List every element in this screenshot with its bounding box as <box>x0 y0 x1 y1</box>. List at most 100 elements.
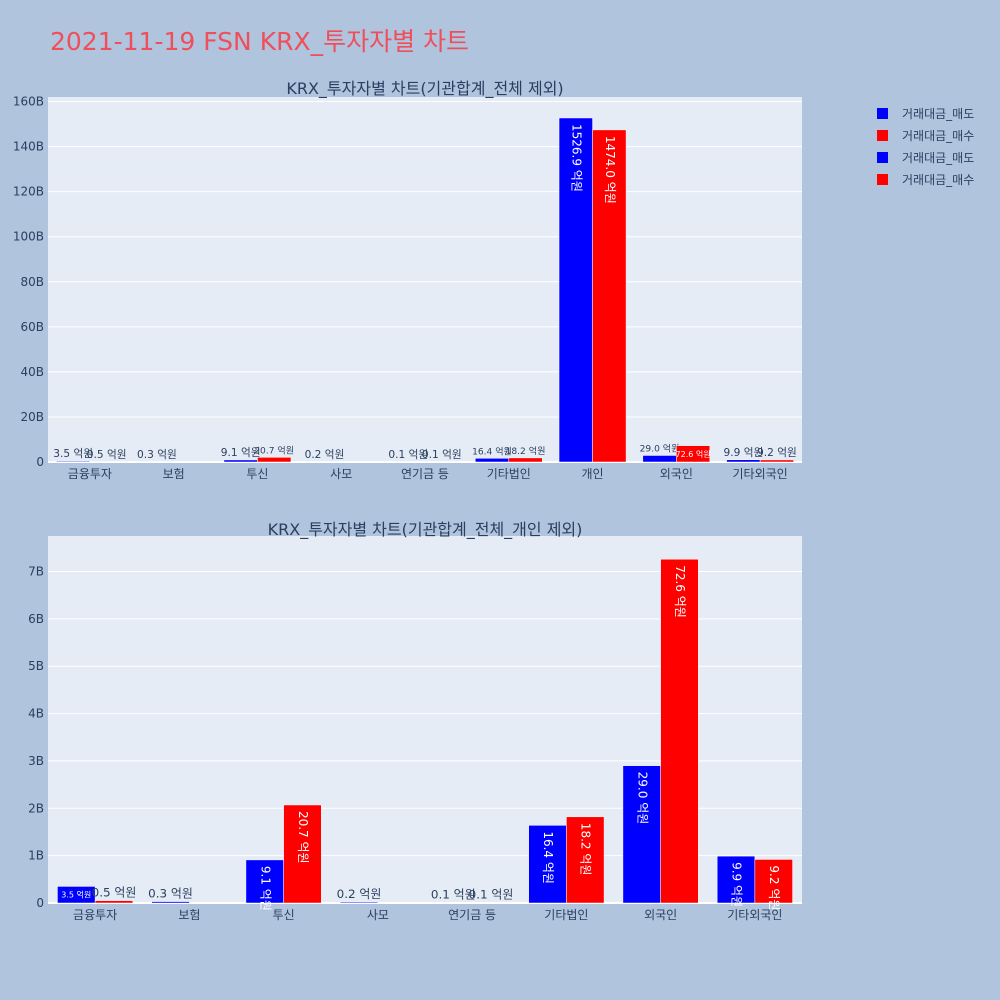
data-label: 20.7 억원 <box>254 444 294 456</box>
bar <box>676 445 711 463</box>
x-tick-label: 사모 <box>367 908 389 922</box>
x-tick-label: 연기금 등 <box>448 908 496 922</box>
data-label: 16.4 억원 <box>541 831 555 884</box>
y-tick-label: 40B <box>20 365 44 379</box>
x-tick-label: 금융투자 <box>68 467 112 481</box>
y-tick-label: 3B <box>28 754 44 768</box>
legend-label: 거래대금_매도 <box>902 107 974 121</box>
x-tick-label: 금융투자 <box>73 908 117 922</box>
data-label: 0.1 억원 <box>422 448 462 461</box>
legend-swatch <box>877 174 888 185</box>
bar <box>283 804 322 904</box>
data-label: 9.1 억원 <box>221 446 261 459</box>
data-label: 3.5 억원 <box>61 890 91 900</box>
bar <box>223 459 258 463</box>
x-tick-label: 외국인 <box>644 908 677 922</box>
bar <box>528 825 567 904</box>
data-label: 72.6 억원 <box>676 449 711 459</box>
y-tick-label: 7B <box>28 565 44 579</box>
data-label: 9.1 억원 <box>258 866 272 911</box>
x-tick-label: 투신 <box>246 467 268 481</box>
legend-label: 거래대금_매도 <box>902 151 974 165</box>
data-label: 18.2 억원 <box>579 823 593 876</box>
bar <box>57 886 96 904</box>
data-label: 16.4 억원 <box>472 445 512 457</box>
data-label: 0.1 억원 <box>431 888 476 902</box>
x-tick-label: 기타외국인 <box>727 908 782 922</box>
data-label: 9.9 억원 <box>723 446 763 459</box>
data-label: 20.7 억원 <box>296 811 310 864</box>
bar <box>592 129 627 463</box>
x-tick-label: 투신 <box>273 908 295 922</box>
x-tick-label: 연기금 등 <box>401 467 449 481</box>
y-tick-label: 160B <box>13 95 44 109</box>
data-label: 0.3 억원 <box>137 448 177 461</box>
y-tick-label: 140B <box>13 140 44 154</box>
x-tick-label: 보험 <box>163 467 185 481</box>
bar <box>642 455 677 463</box>
y-tick-label: 0 <box>36 896 44 910</box>
data-label: 0.2 억원 <box>337 887 382 901</box>
bar <box>94 900 134 904</box>
x-tick-label: 기타법인 <box>544 908 588 922</box>
bar <box>726 459 761 463</box>
data-label: 9.2 억원 <box>757 446 797 459</box>
bar <box>339 901 379 904</box>
chart-title: KRX_투자자별 차트(기관합계_전체_개인 제외) <box>268 520 583 540</box>
data-label: 29.0 억원 <box>635 772 649 825</box>
legend-label: 거래대금_매수 <box>902 129 974 143</box>
bar <box>566 816 605 904</box>
y-tick-label: 100B <box>13 230 44 244</box>
bar <box>622 765 661 904</box>
x-tick-label: 기타법인 <box>487 467 531 481</box>
data-label: 3.5 억원 <box>53 447 93 460</box>
data-label: 0.1 억원 <box>469 888 514 902</box>
data-label: 1474.0 억원 <box>603 136 617 204</box>
y-tick-label: 0 <box>36 455 44 469</box>
chart-panel-1: 0 20B 40B 60B 80B 100B 120B 140B 160B KRX_투자자별 차트… <box>13 79 802 481</box>
bar <box>508 457 543 463</box>
data-label: 0.2 억원 <box>305 448 345 461</box>
bar <box>475 458 510 463</box>
x-tick-label: 개인 <box>582 467 604 481</box>
bar <box>56 460 91 463</box>
data-label: 0.5 억원 <box>92 886 137 900</box>
bar <box>759 459 794 463</box>
data-label: 18.2 억원 <box>506 445 546 457</box>
legend-label: 거래대금_매수 <box>902 173 974 187</box>
bar <box>660 558 699 904</box>
y-tick-label: 80B <box>20 275 44 289</box>
bar <box>558 117 593 463</box>
data-label: 0.1 억원 <box>388 448 428 461</box>
x-tick-label: 보험 <box>178 908 200 922</box>
x-tick-label: 사모 <box>330 467 352 481</box>
data-label: 0.5 억원 <box>87 448 127 461</box>
bar <box>151 901 190 904</box>
y-tick-label: 1B <box>28 849 44 863</box>
x-tick-label: 기타외국인 <box>733 467 788 481</box>
y-tick-label: 120B <box>13 185 44 199</box>
data-label: 1526.9 억원 <box>569 124 583 192</box>
y-tick-label: 4B <box>28 707 44 721</box>
y-tick-label: 5B <box>28 659 44 673</box>
bar <box>754 859 793 904</box>
bar <box>257 457 292 463</box>
data-label: 72.6 억원 <box>673 565 687 618</box>
x-tick-label: 외국인 <box>660 467 693 481</box>
y-tick-label: 2B <box>28 801 44 815</box>
y-tick-label: 60B <box>20 320 44 334</box>
data-label: 29.0 억원 <box>640 442 680 454</box>
data-label: 9.9 억원 <box>730 862 744 907</box>
chart-title: KRX_투자자별 차트(기관합계_전체 제외) <box>286 79 563 99</box>
chart-panel-2: 0 1B 2B 3B 4B 5B 6B 7B KRX_투자자별 차트(기관합계_전체_개인 제외… <box>28 520 802 922</box>
y-tick-label: 6B <box>28 612 44 626</box>
legend-swatch <box>877 130 888 141</box>
y-tick-label: 20B <box>20 410 44 424</box>
data-label: 0.3 억원 <box>148 887 193 901</box>
plot-area <box>48 97 802 462</box>
bar <box>716 855 756 904</box>
data-label: 9.2 억원 <box>767 865 781 910</box>
legend-swatch <box>877 108 888 119</box>
